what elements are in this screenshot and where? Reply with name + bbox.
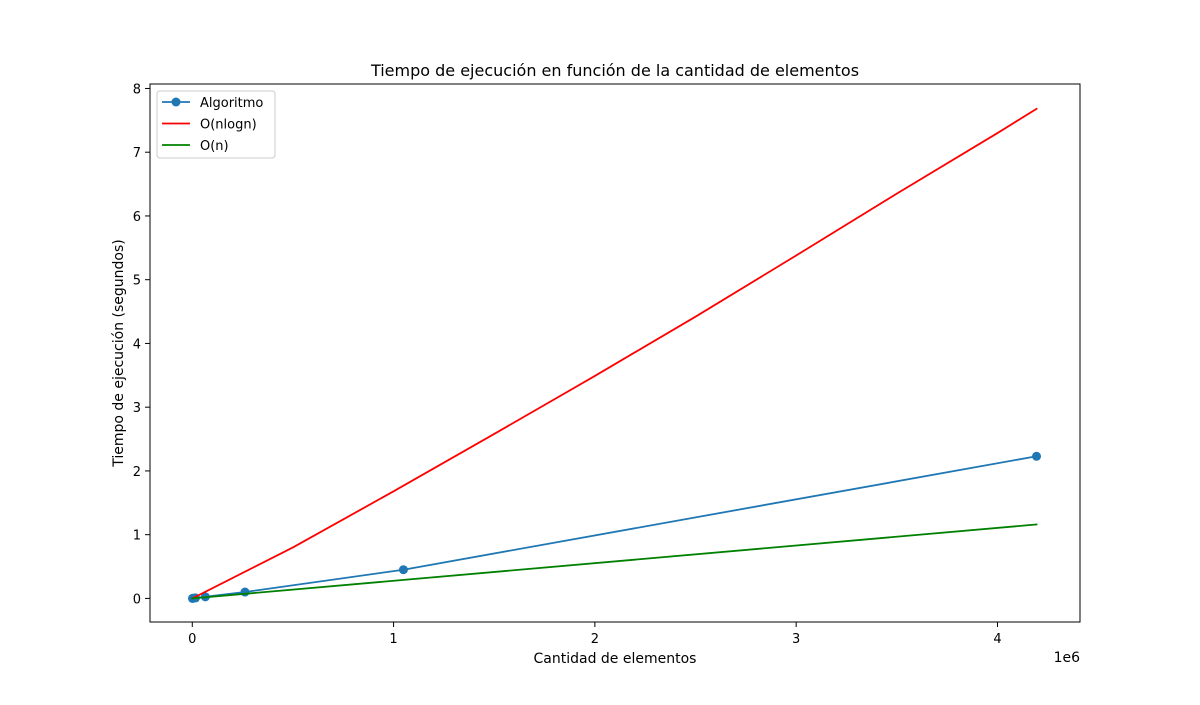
legend-marker xyxy=(171,97,181,107)
y-tick-label: 2 xyxy=(133,465,141,480)
data-point-algoritmo xyxy=(398,565,408,575)
plot-frame xyxy=(149,83,1081,623)
ticks-layer: 0 1 2 3 4 0 1 2 3 4 5 6 7 8 xyxy=(133,82,1002,647)
legend-label: Algoritmo xyxy=(200,96,263,111)
legend-label: O(nlogn) xyxy=(200,118,257,133)
x-tick-label: 0 xyxy=(188,632,196,647)
y-tick-label: 4 xyxy=(133,337,141,352)
y-tick-label: 1 xyxy=(133,529,141,544)
x-tick-label: 4 xyxy=(993,632,1001,647)
x-axis-offset-label: 1e6 xyxy=(1054,650,1081,666)
y-tick-label: 5 xyxy=(133,274,141,289)
y-tick-label: 8 xyxy=(133,82,141,97)
y-axis-label: Tiempo de ejecución (segundos) xyxy=(111,239,127,468)
legend: Algoritmo O(nlogn) O(n) xyxy=(156,90,276,159)
x-tick-label: 3 xyxy=(792,632,800,647)
series-line-o-n xyxy=(191,523,1038,600)
y-tick-label: 7 xyxy=(133,146,141,161)
plot-area xyxy=(150,84,1080,622)
y-tick-label: 0 xyxy=(133,592,141,607)
y-tick-label: 6 xyxy=(133,210,141,225)
x-axis-label: Cantidad de elementos xyxy=(534,651,697,667)
x-tick-label: 2 xyxy=(591,632,599,647)
y-tick-label: 3 xyxy=(133,401,141,416)
legend-label: O(n) xyxy=(200,139,229,154)
chart-title: Tiempo de ejecución en función de la can… xyxy=(370,61,859,80)
data-point-algoritmo xyxy=(1032,451,1042,461)
series-line-o-nlogn xyxy=(191,107,1038,600)
legend-box xyxy=(156,90,276,159)
x-tick-label: 1 xyxy=(389,632,397,647)
series-layer xyxy=(187,107,1042,603)
data-point-algoritmo xyxy=(240,587,250,597)
